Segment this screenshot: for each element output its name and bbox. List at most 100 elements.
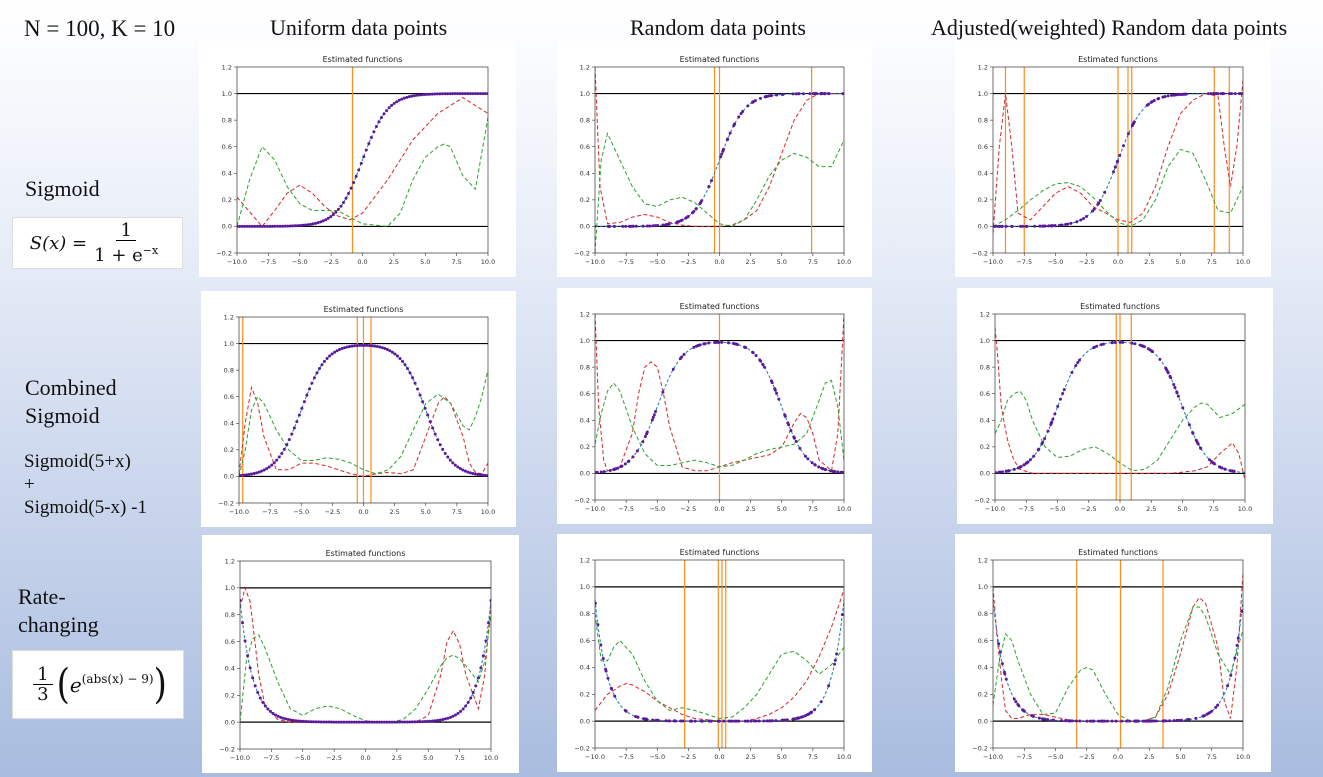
data-point (378, 345, 382, 349)
x-tick-label: 10.0 (1236, 753, 1250, 761)
data-point (699, 201, 703, 205)
data-point (1152, 98, 1156, 102)
data-point (749, 719, 753, 723)
chart-panel: Estimated functions −10.0 −7.5 −5.0 −2.5 0.0 2… (557, 534, 872, 772)
data-point (300, 406, 304, 410)
data-point (364, 148, 368, 152)
data-point (650, 418, 654, 422)
data-point (291, 718, 295, 722)
x-tick-label: −10.0 (983, 753, 1003, 761)
data-point (426, 719, 430, 723)
data-point (737, 719, 741, 723)
data-point (405, 720, 409, 724)
data-point (1024, 461, 1028, 465)
data-point (604, 667, 608, 671)
data-point (624, 709, 628, 713)
data-point (1191, 431, 1195, 435)
data-point (461, 92, 465, 96)
x-tick-label: 2.5 (389, 258, 399, 266)
data-point (997, 642, 1001, 646)
x-tick-label: −2.5 (1081, 505, 1097, 513)
data-point (360, 720, 364, 724)
data-point (291, 224, 295, 228)
data-point (329, 215, 333, 219)
y-tick-label: −0.2 (218, 499, 234, 507)
data-point (827, 92, 831, 96)
data-point (635, 449, 639, 453)
data-point (645, 224, 649, 228)
data-point (787, 423, 791, 427)
data-point (341, 200, 345, 204)
data-point (398, 720, 402, 724)
estimated-series-line (995, 390, 1245, 472)
x-tick-label: −7.5 (618, 258, 634, 266)
data-point (332, 720, 336, 724)
data-point (359, 161, 363, 165)
column-header-adjusted: Adjusted(weighted) Random data points (931, 15, 1288, 40)
data-point (656, 718, 660, 722)
data-point (1038, 224, 1042, 228)
data-point (473, 472, 477, 476)
y-tick-label: 0.6 (580, 390, 590, 398)
data-point (1175, 391, 1179, 395)
data-point (329, 720, 333, 724)
data-point (398, 356, 402, 360)
y-tick-label: 0.8 (225, 611, 235, 619)
data-point (471, 691, 475, 695)
y-tick-label: 0.8 (980, 363, 990, 371)
data-point (761, 362, 765, 366)
data-point (645, 432, 649, 436)
data-point (310, 381, 314, 385)
data-point (438, 92, 442, 96)
data-point (483, 473, 487, 477)
data-point (354, 174, 358, 178)
data-point (613, 694, 617, 698)
estimated-series-line (240, 614, 491, 723)
data-point (722, 147, 726, 151)
data-point (242, 473, 246, 477)
data-point (596, 623, 600, 627)
data-point (421, 400, 425, 404)
data-point (368, 344, 372, 348)
data-point (694, 207, 698, 211)
chart-panel: Estimated functions −10.0 −7.5 −5.0 −2.5 0.0 2… (199, 41, 516, 277)
data-point (1169, 376, 1173, 380)
data-point (433, 92, 437, 96)
x-tick-label: 5.0 (1175, 753, 1185, 761)
data-point (1022, 463, 1026, 467)
data-point (390, 350, 394, 354)
rate-fraction: 1 3 (33, 665, 53, 705)
data-point (395, 720, 399, 724)
data-point (335, 349, 339, 353)
x-tick-label: 10.0 (481, 508, 495, 516)
data-point (428, 92, 432, 96)
data-point (468, 471, 472, 475)
data-point (1118, 340, 1122, 344)
data-point (651, 415, 655, 419)
data-point (253, 224, 257, 228)
data-point (813, 463, 817, 467)
y-tick-label: 0.0 (222, 223, 232, 231)
data-point (385, 109, 389, 113)
data-point (1078, 719, 1082, 723)
y-tick-label: 0.6 (580, 143, 590, 151)
data-point (610, 687, 614, 691)
data-point (1028, 458, 1032, 462)
x-tick-label: 10.0 (1238, 505, 1252, 513)
data-point (1158, 357, 1162, 361)
data-point (312, 720, 316, 724)
x-tick-label: −10.0 (229, 508, 249, 516)
data-point (1077, 358, 1081, 362)
data-point (441, 447, 445, 451)
data-point (246, 654, 250, 658)
x-tick-label: −7.5 (618, 505, 634, 513)
data-point (350, 720, 354, 724)
data-point (411, 376, 415, 380)
y-tick-label: 0.4 (224, 420, 234, 428)
data-point (451, 92, 455, 96)
data-point (608, 468, 612, 472)
data-point (263, 224, 267, 228)
data-point (737, 115, 741, 119)
data-point (283, 224, 287, 228)
data-point (258, 224, 262, 228)
